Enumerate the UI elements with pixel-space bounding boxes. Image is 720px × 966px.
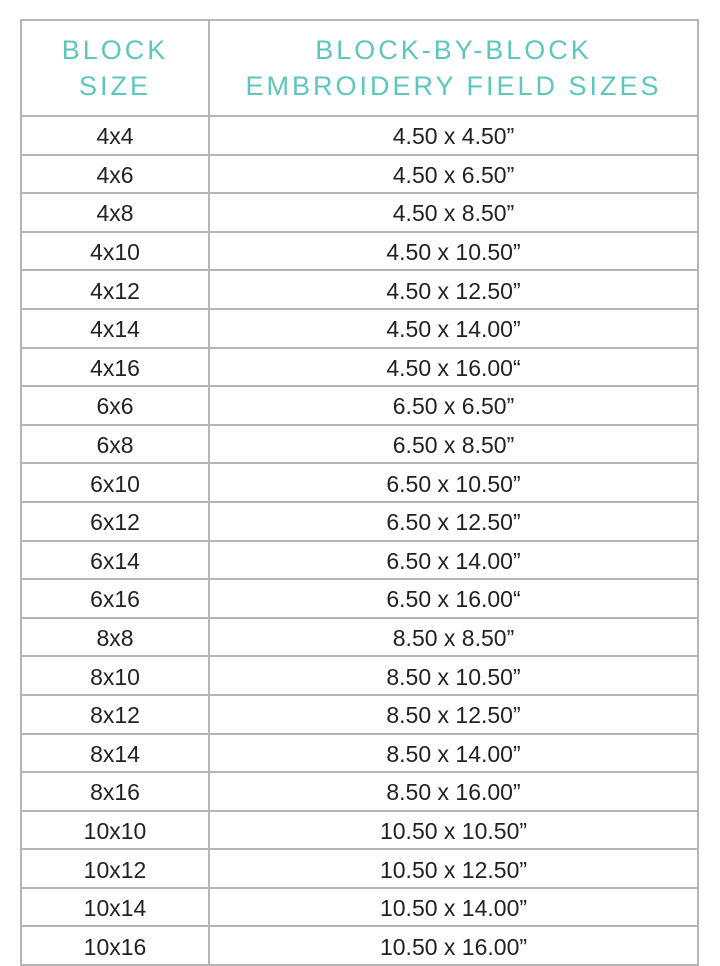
table-row: 4x16 4.50 x 16.00“ [20,346,699,388]
header-row: BLOCK SIZE BLOCK-BY-BLOCK EMBROIDERY FIE… [20,19,699,117]
field-size-cell: 6.50 x 8.50” [208,423,699,465]
block-size-cell: 10x16 [20,925,210,966]
table-row: 4x4 4.50 x 4.50” [20,115,699,156]
block-size-cell: 6x6 [20,385,210,426]
block-size-cell: 4x10 [20,230,210,272]
block-size-cell: 4x16 [20,346,210,388]
field-size-cell: 8.50 x 10.50” [208,655,699,696]
table-row: 8x14 8.50 x 14.00” [20,732,699,774]
block-size-cell: 10x12 [20,848,210,889]
field-size-cell: 4.50 x 12.50” [208,269,699,310]
field-size-cell: 10.50 x 10.50” [208,809,699,851]
header-field-sizes: BLOCK-BY-BLOCK EMBROIDERY FIELD SIZES [208,19,699,117]
block-size-cell: 4x4 [20,115,210,156]
field-size-cell: 4.50 x 14.00” [208,307,699,349]
table-row: 10x10 10.50 x 10.50” [20,809,699,851]
block-size-cell: 8x16 [20,771,210,812]
field-size-cell: 4.50 x 4.50” [208,115,699,156]
table-row: 4x6 4.50 x 6.50” [20,153,699,195]
table-row: 8x12 8.50 x 12.50” [20,693,699,735]
field-size-cell: 8.50 x 14.00” [208,732,699,774]
table-row: 6x12 6.50 x 12.50” [20,500,699,542]
block-size-cell: 6x14 [20,539,210,581]
field-size-cell: 6.50 x 12.50” [208,500,699,542]
table-row: 6x16 6.50 x 16.00“ [20,578,699,619]
block-size-cell: 8x10 [20,655,210,696]
embroidery-size-table: BLOCK SIZE BLOCK-BY-BLOCK EMBROIDERY FIE… [20,19,699,966]
header-line: SIZE [78,71,151,101]
block-size-cell: 4x14 [20,307,210,349]
table-row: 8x8 8.50 x 8.50” [20,616,699,658]
table-row: 8x16 8.50 x 16.00” [20,771,699,812]
header-block-size: BLOCK SIZE [20,19,210,117]
table-row: 10x16 10.50 x 16.00” [20,925,699,966]
header-line: EMBROIDERY FIELD SIZES [245,71,662,101]
table-row: 6x6 6.50 x 6.50” [20,385,699,426]
field-size-cell: 4.50 x 10.50” [208,230,699,272]
field-size-cell: 8.50 x 12.50” [208,693,699,735]
table-row: 4x10 4.50 x 10.50” [20,230,699,272]
field-size-cell: 10.50 x 16.00” [208,925,699,966]
table-row: 4x14 4.50 x 14.00” [20,307,699,349]
block-size-cell: 6x10 [20,462,210,503]
field-size-cell: 6.50 x 10.50” [208,462,699,503]
block-size-cell: 4x8 [20,192,210,233]
block-size-cell: 8x12 [20,693,210,735]
block-size-cell: 4x6 [20,153,210,195]
field-size-cell: 4.50 x 16.00“ [208,346,699,388]
table-row: 4x8 4.50 x 8.50” [20,192,699,233]
field-size-cell: 8.50 x 8.50” [208,616,699,658]
field-size-cell: 6.50 x 14.00” [208,539,699,581]
table-row: 6x10 6.50 x 10.50” [20,462,699,503]
block-size-cell: 8x8 [20,616,210,658]
table-row: 6x8 6.50 x 8.50” [20,423,699,465]
table-row: 10x14 10.50 x 14.00” [20,886,699,928]
field-size-cell: 10.50 x 14.00” [208,886,699,928]
table-row: 10x12 10.50 x 12.50” [20,848,699,889]
block-size-cell: 10x14 [20,886,210,928]
table-row: 8x10 8.50 x 10.50” [20,655,699,696]
field-size-cell: 10.50 x 12.50” [208,848,699,889]
field-size-cell: 6.50 x 16.00“ [208,578,699,619]
block-size-cell: 10x10 [20,809,210,851]
block-size-cell: 6x12 [20,500,210,542]
header-line: BLOCK-BY-BLOCK [315,35,592,65]
header-line: BLOCK [61,35,169,65]
table-row: 4x12 4.50 x 12.50” [20,269,699,310]
field-size-cell: 8.50 x 16.00” [208,771,699,812]
block-size-cell: 8x14 [20,732,210,774]
block-size-cell: 6x16 [20,578,210,619]
field-size-cell: 6.50 x 6.50” [208,385,699,426]
field-size-cell: 4.50 x 6.50” [208,153,699,195]
block-size-cell: 6x8 [20,423,210,465]
field-size-cell: 4.50 x 8.50” [208,192,699,233]
table-row: 6x14 6.50 x 14.00” [20,539,699,581]
block-size-cell: 4x12 [20,269,210,310]
